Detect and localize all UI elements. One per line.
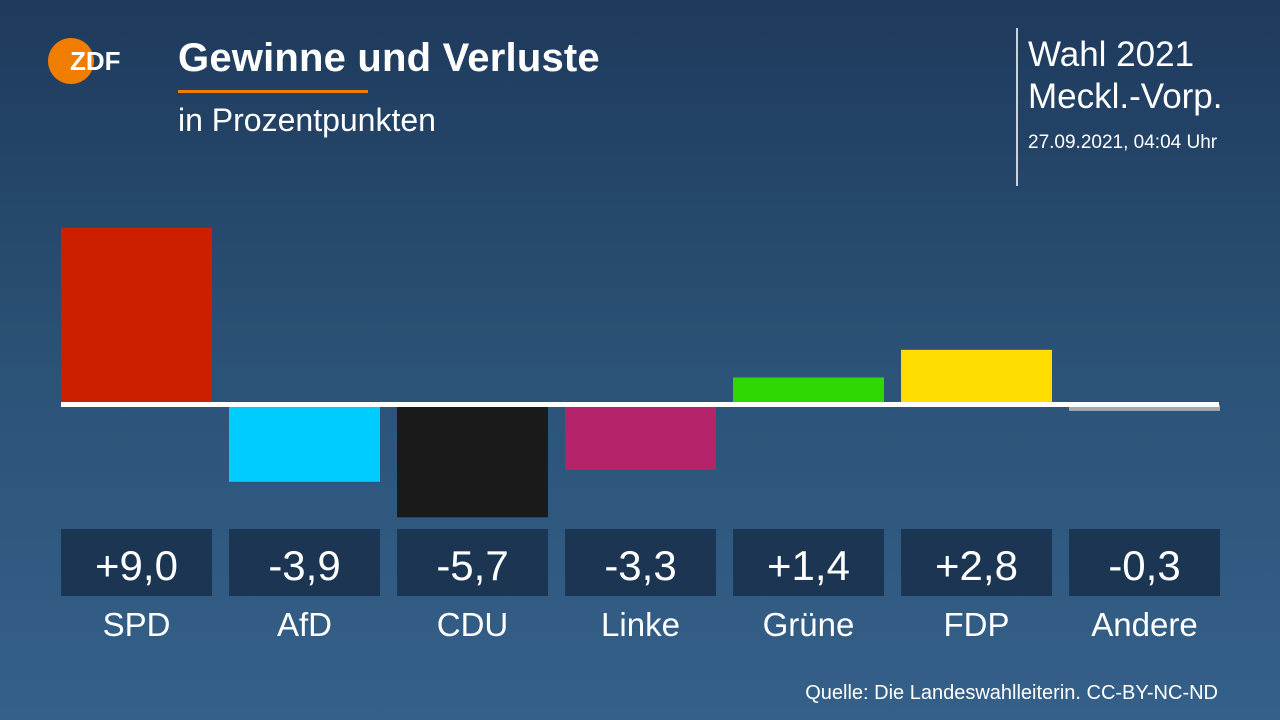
bar-gruene [733,377,884,405]
value-label-andere: -0,3 [1108,542,1180,589]
value-box-andere [1069,529,1220,596]
value-label-afd: -3,9 [268,542,340,589]
value-label-gruene: +1,4 [767,542,850,589]
title-underline [178,90,368,93]
value-label-linke: -3,3 [604,542,676,589]
zdf-logo: ZDF [48,38,121,84]
bar-fdp [901,349,1052,405]
value-label-spd: +9,0 [95,542,178,589]
bar-cdu [397,405,548,518]
bar-spd [61,227,212,405]
category-label-linke: Linke [601,606,680,643]
value-label-cdu: -5,7 [436,542,508,589]
category-label-fdp: FDP [944,606,1010,643]
header-divider [1016,28,1018,186]
election-info: Wahl 2021 Meckl.-Vorp. [1028,34,1223,118]
bar-linke [565,405,716,471]
category-label-cdu: CDU [437,606,509,643]
zdf-logo-text: ZDF [70,46,121,76]
value-label-fdp: +2,8 [935,542,1018,589]
category-label-gruene: Grüne [763,606,855,643]
election-line-1: Wahl 2021 [1028,35,1195,74]
timestamp: 27.09.2021, 04:04 Uhr [1028,132,1218,153]
category-label-andere: Andere [1091,606,1197,643]
value-box-cdu [397,529,548,596]
value-box-fdp [901,529,1052,596]
value-box-afd [229,529,380,596]
election-line-2: Meckl.-Vorp. [1028,77,1223,116]
bar-afd [229,405,380,482]
source-note: Quelle: Die Landeswahlleiterin. CC-BY-NC… [805,682,1218,704]
category-label-afd: AfD [277,606,332,643]
value-box-linke [565,529,716,596]
value-box-gruene [733,529,884,596]
baseline [61,402,1219,407]
value-box-spd [61,529,212,596]
chart-subtitle: in Prozentpunkten [178,102,436,138]
category-label-spd: SPD [103,606,171,643]
chart-title: Gewinne und Verluste [178,36,600,80]
bar-andere [1069,405,1220,411]
